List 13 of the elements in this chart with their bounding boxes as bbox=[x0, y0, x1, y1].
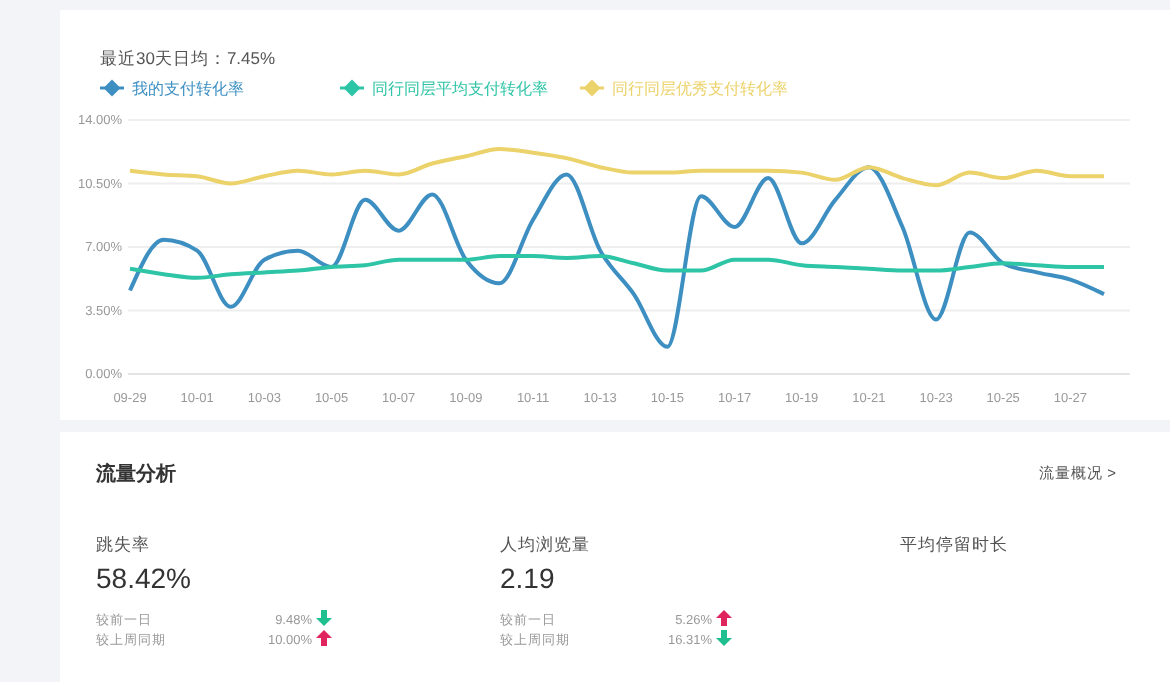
legend-label: 我的支付转化率 bbox=[132, 80, 244, 98]
line-series bbox=[128, 165, 1106, 349]
line-series bbox=[128, 254, 1106, 280]
text: 人均浏览量 bbox=[500, 534, 590, 554]
text: 58.42% bbox=[96, 562, 191, 594]
line-series bbox=[128, 147, 1106, 188]
text: 流量分析 bbox=[94, 462, 176, 486]
chart-subtitle: 最近30天日均：7.45% bbox=[100, 48, 276, 68]
text: 平均停留时长 bbox=[900, 534, 1008, 554]
text: 2.19 bbox=[500, 562, 555, 594]
legend-label: 同行同层平均支付转化率 bbox=[372, 80, 548, 98]
text: 跳失率 bbox=[96, 534, 150, 554]
legend-label: 同行同层优秀支付转化率 bbox=[612, 80, 788, 98]
